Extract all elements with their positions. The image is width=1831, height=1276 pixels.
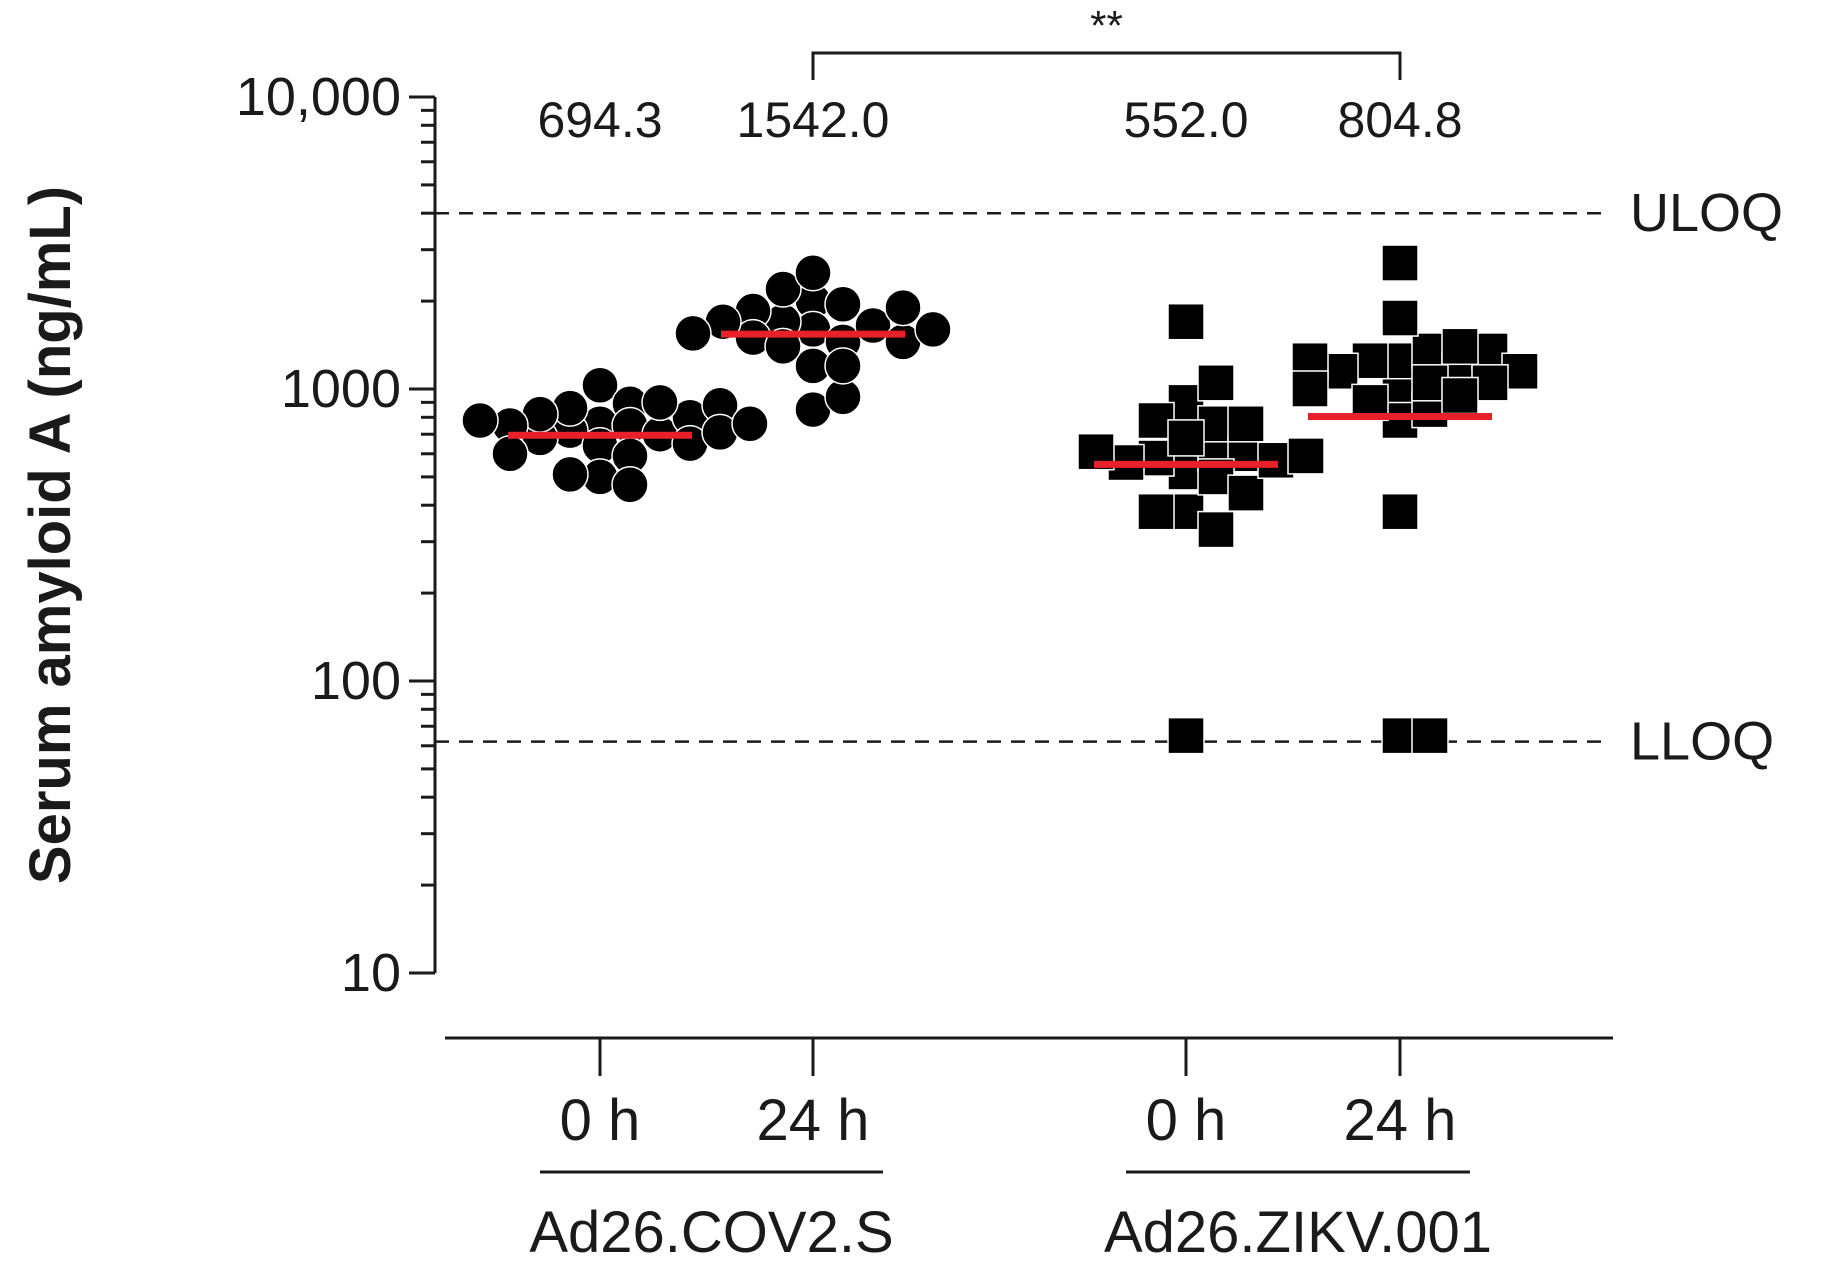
median-lines-layer — [508, 330, 1492, 468]
x-tick-label: 0 h — [1146, 1088, 1227, 1153]
median-value-label: 552.0 — [1123, 92, 1248, 148]
data-point-square — [1381, 299, 1419, 337]
data-point-circle — [914, 310, 952, 349]
data-point-circle — [794, 254, 832, 292]
data-point-square — [1197, 364, 1235, 402]
data-point-square — [1227, 405, 1265, 443]
data-point-square — [1197, 510, 1235, 549]
data-points-layer — [461, 244, 1539, 755]
data-point-circle — [731, 405, 769, 443]
data-point-square — [1167, 302, 1205, 341]
data-point-square — [1137, 492, 1175, 531]
data-point-circle — [551, 455, 589, 494]
data-point-circle — [611, 465, 649, 504]
data-point-square — [1381, 492, 1419, 531]
data-point-square — [1441, 376, 1479, 415]
data-point-circle — [581, 366, 619, 405]
x-tick-label: 0 h — [560, 1088, 641, 1153]
median-value-label: 804.8 — [1337, 92, 1462, 148]
y-tick-label: 10 — [341, 943, 401, 1003]
median-value-label: 694.3 — [537, 92, 662, 148]
y-tick-label: 10,000 — [236, 67, 401, 127]
data-point-circle — [491, 435, 529, 473]
y-tick-label: 1000 — [281, 359, 401, 419]
data-point-circle — [824, 347, 862, 385]
data-point-circle — [824, 285, 862, 324]
group-label: Ad26.COV2.S — [529, 1200, 893, 1265]
data-point-circle — [764, 270, 802, 308]
axes-layer — [409, 51, 1613, 1174]
x-tick-label: 24 h — [757, 1088, 870, 1153]
x-tick-label: 24 h — [1344, 1088, 1457, 1153]
data-point-square — [1411, 716, 1449, 755]
data-point-square — [1167, 716, 1205, 755]
group-label: Ad26.ZIKV.001 — [1104, 1200, 1492, 1265]
labels-layer: 10 100 1000 10,000 Serum amyloid A (ng/mL) UL… — [18, 2, 1783, 1265]
significance-bracket — [811, 51, 1402, 80]
reference-label-lloq: LLOQ — [1630, 712, 1774, 772]
data-point-circle — [884, 288, 922, 327]
data-point-square — [1227, 474, 1265, 512]
y-axis-title: Serum amyloid A (ng/mL) — [18, 186, 83, 884]
data-point-circle — [461, 401, 499, 440]
data-point-square — [1441, 327, 1479, 366]
data-point-circle — [641, 383, 679, 422]
reference-label-uloq: ULOQ — [1630, 183, 1783, 243]
data-point-square — [1167, 419, 1205, 457]
median-value-label: 1542.0 — [737, 92, 890, 148]
data-point-square — [1287, 437, 1325, 475]
data-point-square — [1291, 370, 1329, 408]
y-tick-label: 100 — [311, 651, 401, 711]
significance-label: ** — [1090, 2, 1123, 49]
reference-lines-layer — [435, 211, 1610, 743]
data-point-square — [1381, 244, 1419, 282]
data-point-circle — [674, 314, 712, 353]
